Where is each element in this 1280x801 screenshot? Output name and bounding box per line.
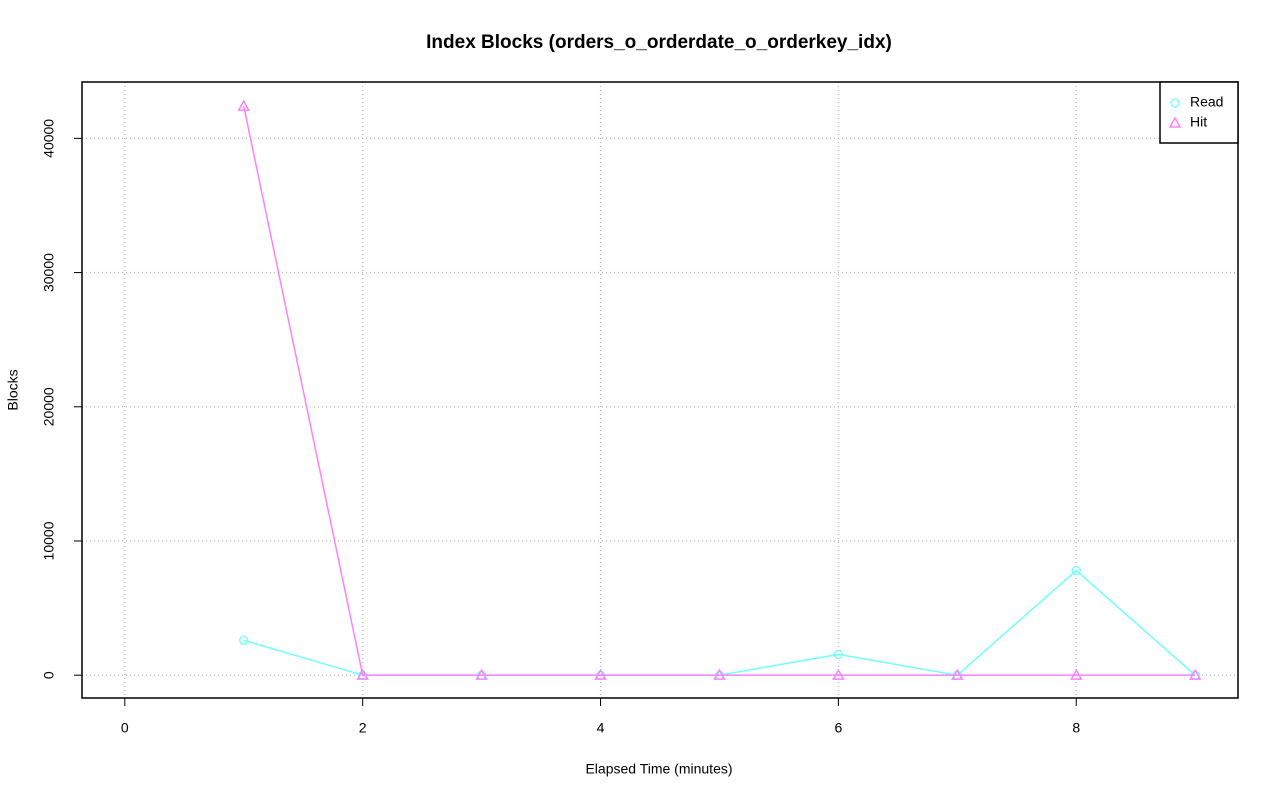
- marker: [356, 668, 369, 680]
- chart-title: Index Blocks (orders_o_orderdate_o_order…: [426, 32, 892, 53]
- marker: [237, 99, 251, 111]
- marker: [951, 668, 964, 680]
- marker: [594, 668, 607, 680]
- legend-marker: [1168, 116, 1182, 128]
- legend-marker: [1170, 98, 1180, 108]
- legend-label: Read: [1190, 94, 1223, 110]
- legend-label: Hit: [1190, 114, 1207, 130]
- marker: [1069, 668, 1083, 680]
- x-tick-label: 0: [121, 720, 129, 736]
- marker: [239, 635, 249, 645]
- x-tick-label: 2: [359, 720, 367, 736]
- x-axis-label: Elapsed Time (minutes): [585, 761, 732, 777]
- y-tick-label: 20000: [41, 387, 57, 426]
- y-tick-label: 0: [41, 671, 57, 679]
- x-tick-label: 6: [834, 720, 842, 736]
- marker: [1188, 668, 1202, 680]
- x-tick-label: 8: [1072, 720, 1080, 736]
- plot-frame: [81, 81, 1239, 699]
- series-line: [243, 106, 1196, 676]
- y-tick-label: 40000: [41, 119, 57, 158]
- marker: [713, 668, 726, 680]
- marker: [475, 668, 488, 680]
- legend-box: [1159, 81, 1239, 144]
- marker: [832, 668, 845, 680]
- x-tick-label: 4: [597, 720, 605, 736]
- y-tick-label: 30000: [41, 253, 57, 292]
- y-axis-label: Blocks: [5, 369, 21, 410]
- y-tick-label: 10000: [41, 521, 57, 560]
- marker: [1071, 565, 1081, 576]
- marker: [833, 649, 844, 660]
